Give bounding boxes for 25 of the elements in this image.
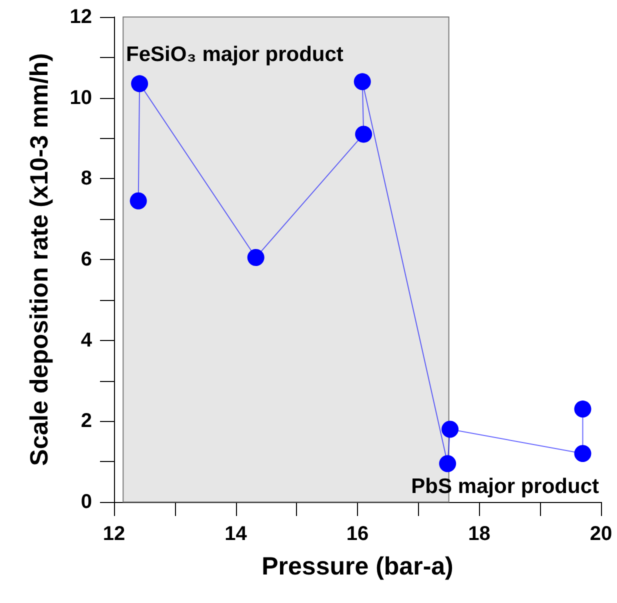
x-tick-label: 18 xyxy=(468,523,490,545)
point xyxy=(131,75,148,92)
point xyxy=(130,192,147,210)
point xyxy=(439,455,456,472)
y-tick-label: 8 xyxy=(80,168,92,190)
x-tick-label: 14 xyxy=(224,523,248,545)
point xyxy=(355,126,372,143)
y-axis-title: Scale deposition rate (x10-3 mm/h) xyxy=(26,53,54,466)
point xyxy=(574,445,592,462)
y-tick-label: 6 xyxy=(80,248,92,270)
point xyxy=(354,73,371,90)
annotation: PbS major product xyxy=(411,475,600,498)
annotation: FeSiO₃ major product xyxy=(126,43,344,66)
x-tick-label: 12 xyxy=(102,523,126,545)
point xyxy=(247,248,264,266)
x-tick-label: 16 xyxy=(346,523,369,545)
y-tick-label: 12 xyxy=(70,6,92,28)
x-tick-label: 20 xyxy=(590,523,612,545)
point xyxy=(574,400,592,418)
x-axis-title: Pressure (bar-a) xyxy=(262,552,454,580)
y-tick-label: 2 xyxy=(80,410,92,432)
y-tick-label: 10 xyxy=(70,86,92,109)
point xyxy=(442,420,459,438)
y-tick-label: 4 xyxy=(80,329,93,352)
y-tick-label: 0 xyxy=(80,491,92,513)
